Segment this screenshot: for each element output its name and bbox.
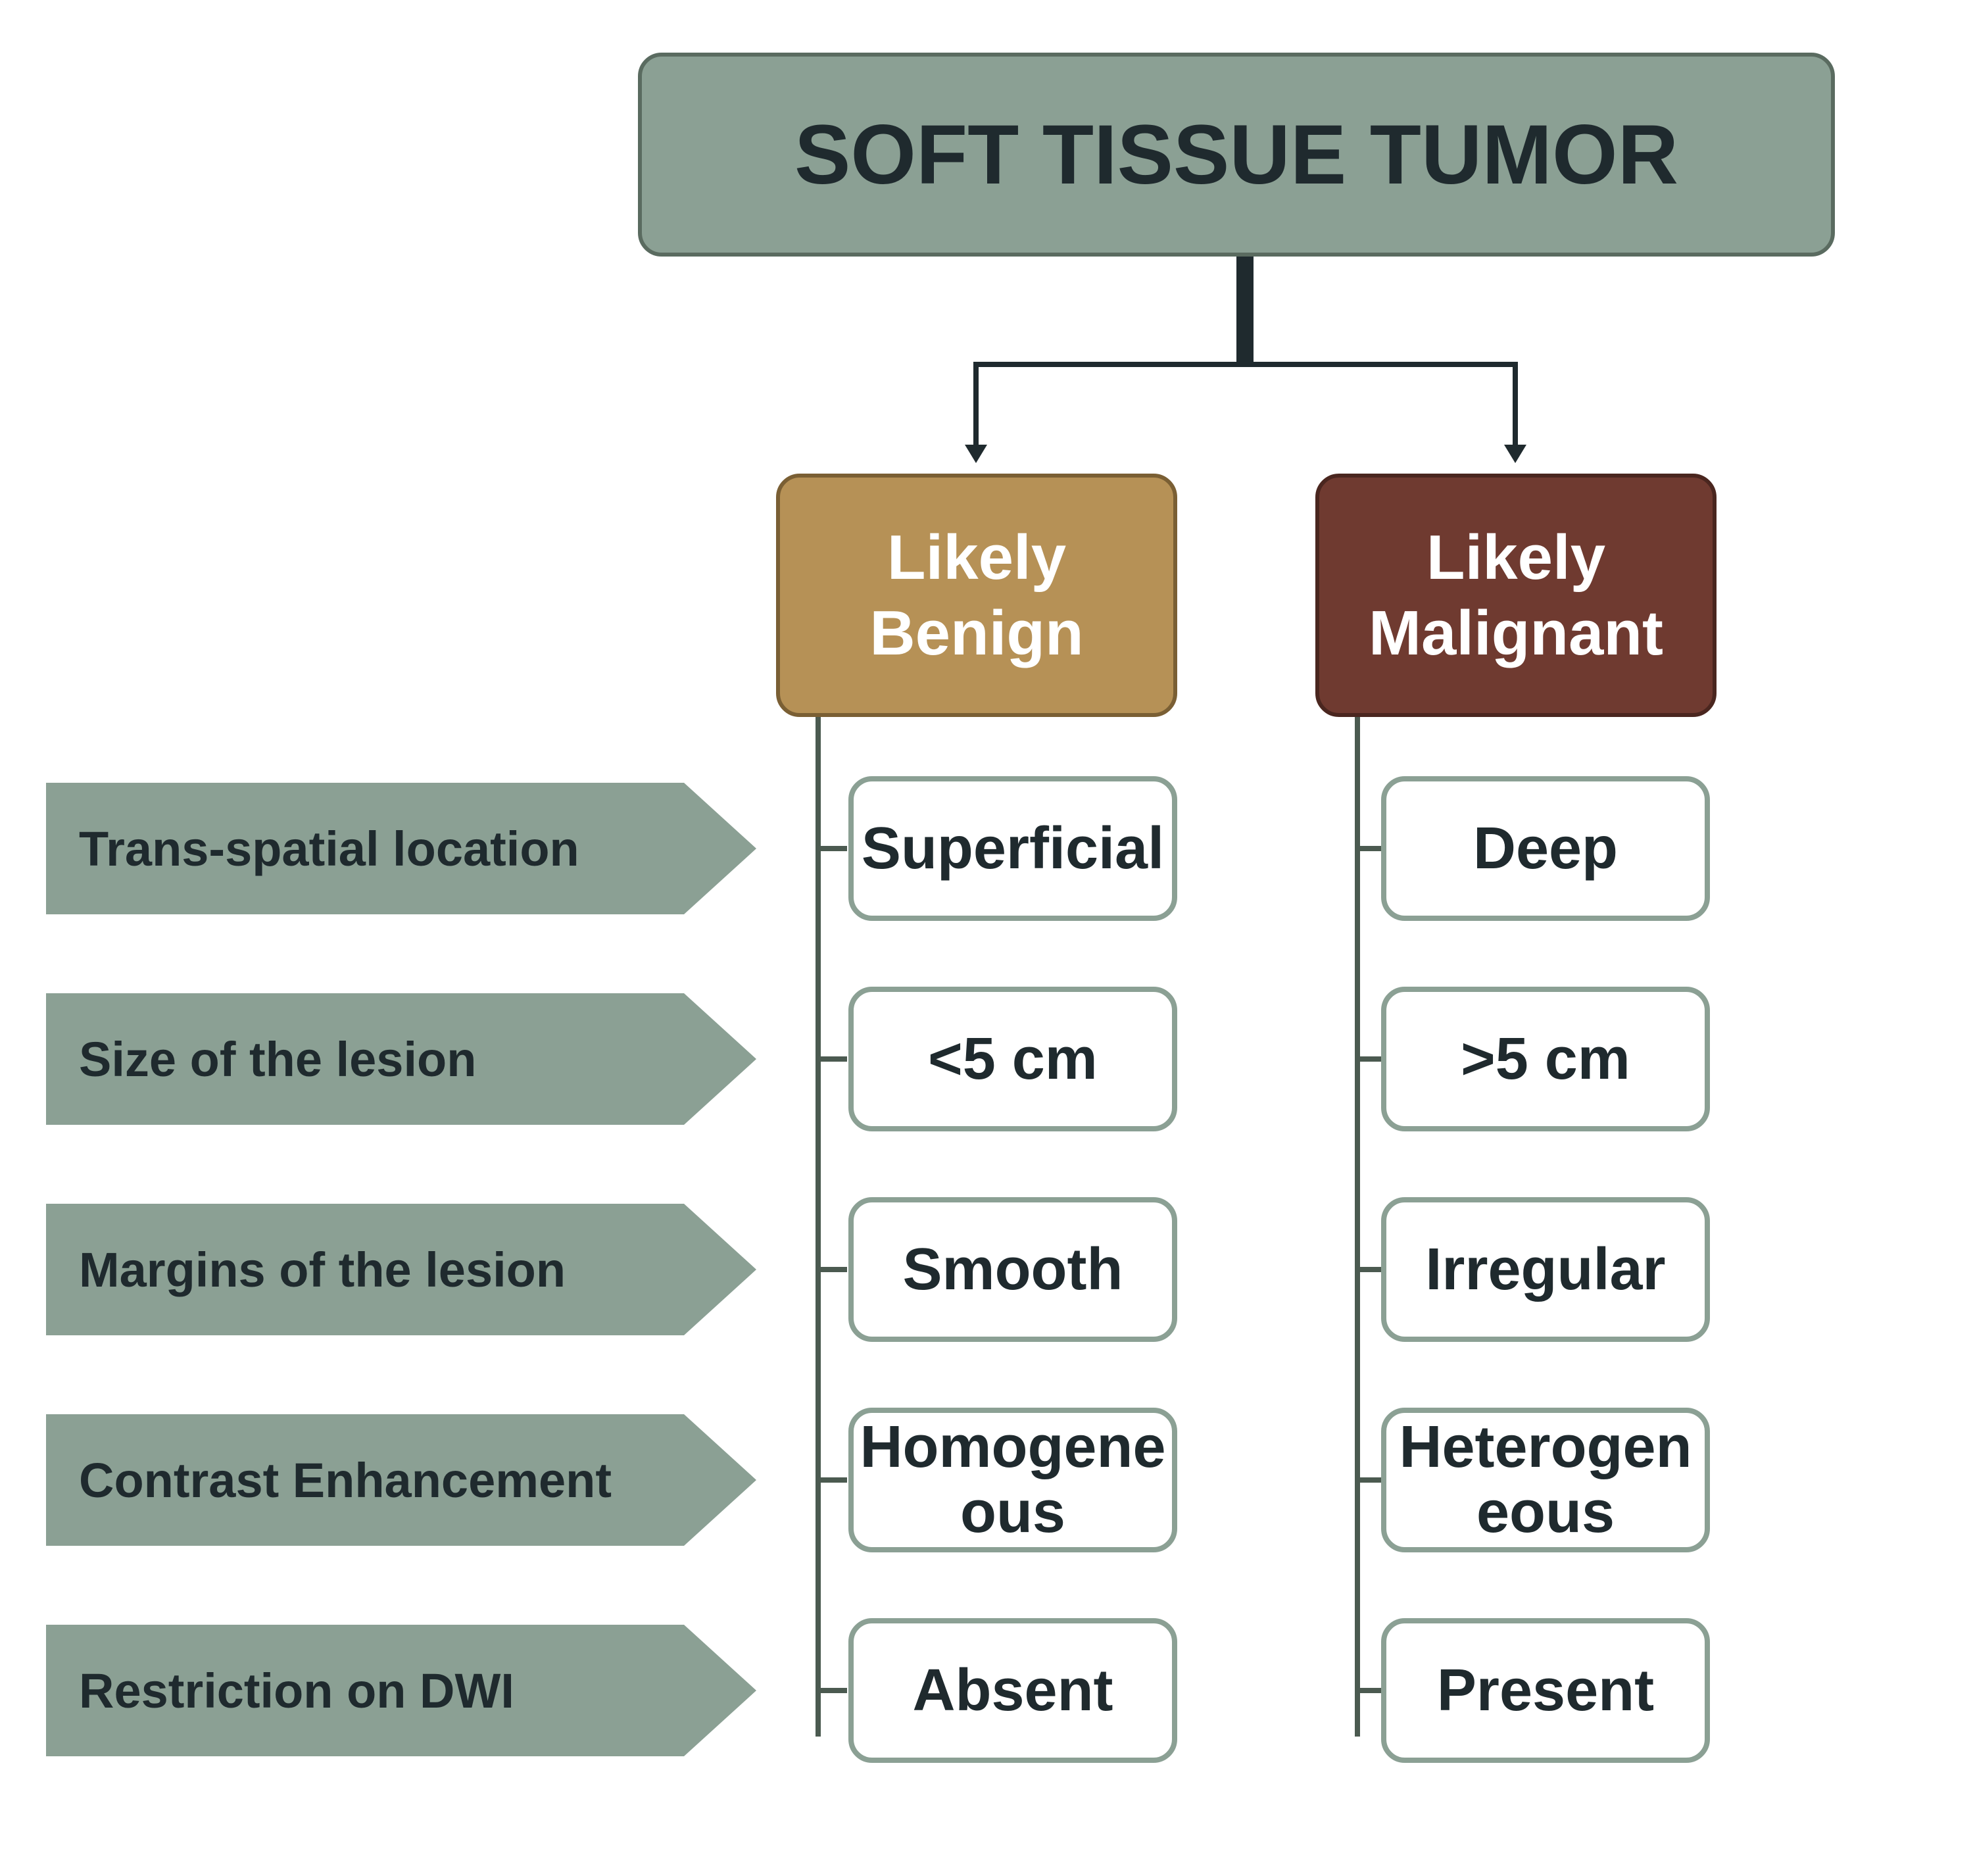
connector-to-malignant-arrowhead (1504, 445, 1526, 463)
benign-value: <5 cm (848, 987, 1177, 1131)
malignant-stem (1355, 717, 1360, 1737)
benign-value: Absent (848, 1618, 1177, 1763)
feature-arrow: Size of the lesion (46, 993, 756, 1125)
connector-to-benign (973, 362, 979, 447)
benign-stem-tick (821, 1477, 847, 1483)
benign-stem-tick (821, 1688, 847, 1693)
benign-value: Smooth (848, 1197, 1177, 1342)
feature-arrow: Margins of the lesion (46, 1204, 756, 1335)
malignant-value: Present (1381, 1618, 1710, 1763)
malignant-value: Deep (1381, 776, 1710, 921)
root-node: SOFT TISSUE TUMOR (638, 53, 1835, 257)
feature-arrow: Contrast Enhancement (46, 1414, 756, 1546)
connector-to-malignant (1513, 362, 1518, 447)
benign-stem-tick (821, 846, 847, 851)
benign-stem-tick (821, 1267, 847, 1272)
benign-value: Superficial (848, 776, 1177, 921)
branch-malignant: Likely Malignant (1315, 474, 1717, 717)
branch-benign: Likely Benign (776, 474, 1177, 717)
feature-arrow: Trans-spatial location (46, 783, 756, 914)
feature-arrow: Restriction on DWI (46, 1625, 756, 1756)
diagram-canvas: SOFT TISSUE TUMOR Likely Benign Likely Mal… (0, 0, 1973, 1876)
malignant-value: Heterogen eous (1381, 1408, 1710, 1552)
benign-stem-tick (821, 1056, 847, 1062)
connector-root-stem (1236, 257, 1254, 362)
benign-stem (816, 717, 821, 1737)
benign-value: Homogene ous (848, 1408, 1177, 1552)
malignant-value: Irregular (1381, 1197, 1710, 1342)
malignant-value: >5 cm (1381, 987, 1710, 1131)
connector-horizontal (976, 362, 1515, 367)
connector-to-benign-arrowhead (965, 445, 987, 463)
